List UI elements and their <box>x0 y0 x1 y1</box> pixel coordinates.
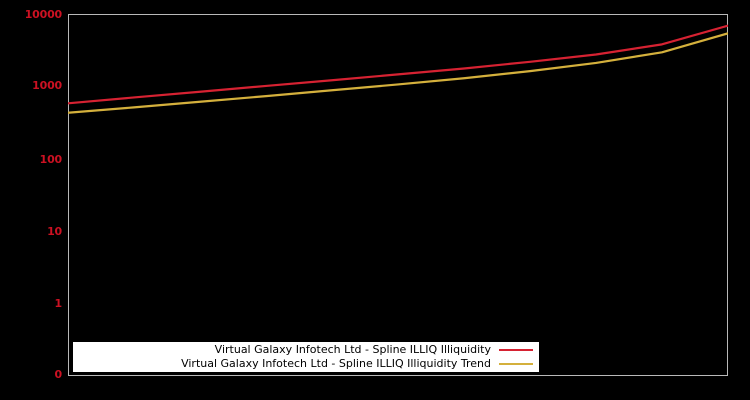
legend-swatch-illiq-trend <box>499 363 533 365</box>
legend-swatch-illiq <box>499 349 533 351</box>
legend-item-illiq[interactable]: Virtual Galaxy Infotech Ltd - Spline ILL… <box>73 343 539 357</box>
y-axis-tick-10: 10 <box>47 225 62 238</box>
series-line-illiq-trend <box>68 32 728 114</box>
y-axis-tick-0: 0 <box>54 368 63 381</box>
legend-item-illiq-trend[interactable]: Virtual Galaxy Infotech Ltd - Spline ILL… <box>73 357 539 371</box>
chart-legend: Virtual Galaxy Infotech Ltd - Spline ILL… <box>73 342 539 372</box>
legend-label-illiq: Virtual Galaxy Infotech Ltd - Spline ILL… <box>214 343 491 356</box>
y-axis-tick-1000: 1000 <box>32 79 62 92</box>
y-axis-tick-10000: 10000 <box>24 8 62 21</box>
y-axis-tick-100: 100 <box>39 153 63 166</box>
y-axis-tick-1: 1 <box>54 297 63 310</box>
series-line-illiq <box>68 24 728 105</box>
legend-label-illiq-trend: Virtual Galaxy Infotech Ltd - Spline ILL… <box>181 357 491 370</box>
chart-plot-lines <box>68 24 728 114</box>
